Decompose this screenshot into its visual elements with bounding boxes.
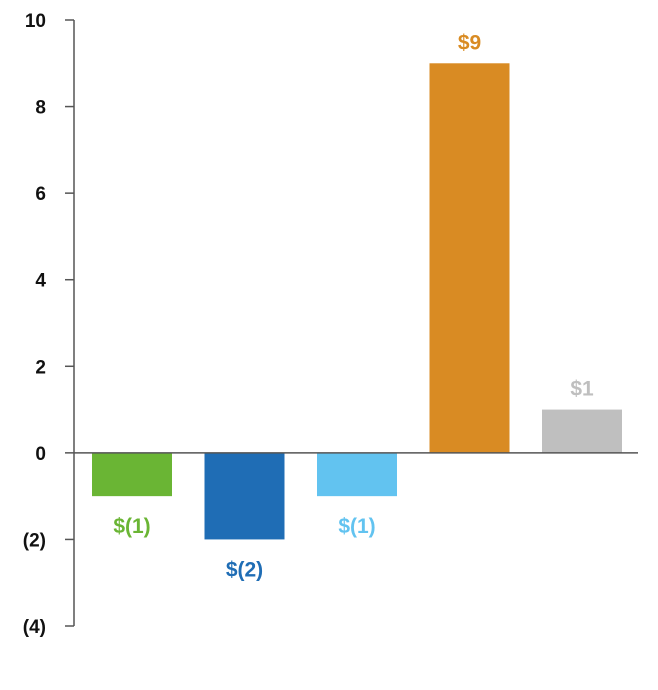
bar-data-label: $9: [458, 31, 481, 54]
y-tick-label: 2: [35, 357, 46, 378]
y-tick-label: (4): [23, 617, 46, 638]
bar-data-label: $(1): [113, 515, 150, 538]
y-tick-label: 8: [35, 98, 46, 119]
bar-data-label: $(1): [338, 515, 375, 538]
bars: [92, 63, 622, 540]
y-axis: (4) (2) 0 2 4 6 8 10: [23, 11, 75, 638]
bar-data-label: $(2): [226, 558, 263, 581]
y-tick-label: 10: [25, 11, 46, 32]
bar: [92, 452, 172, 497]
bar-data-label: $1: [570, 378, 594, 401]
data-labels: $(1) $(2) $(1) $9 $1: [113, 31, 594, 581]
bar: [429, 63, 510, 453]
y-tick-label: (2): [23, 530, 46, 551]
bar: [317, 452, 397, 497]
y-tick-label: 6: [35, 184, 46, 205]
bar: [204, 452, 285, 540]
y-tick-label: 0: [35, 444, 46, 465]
y-tick-label: 4: [35, 271, 46, 292]
bar: [542, 409, 622, 453]
